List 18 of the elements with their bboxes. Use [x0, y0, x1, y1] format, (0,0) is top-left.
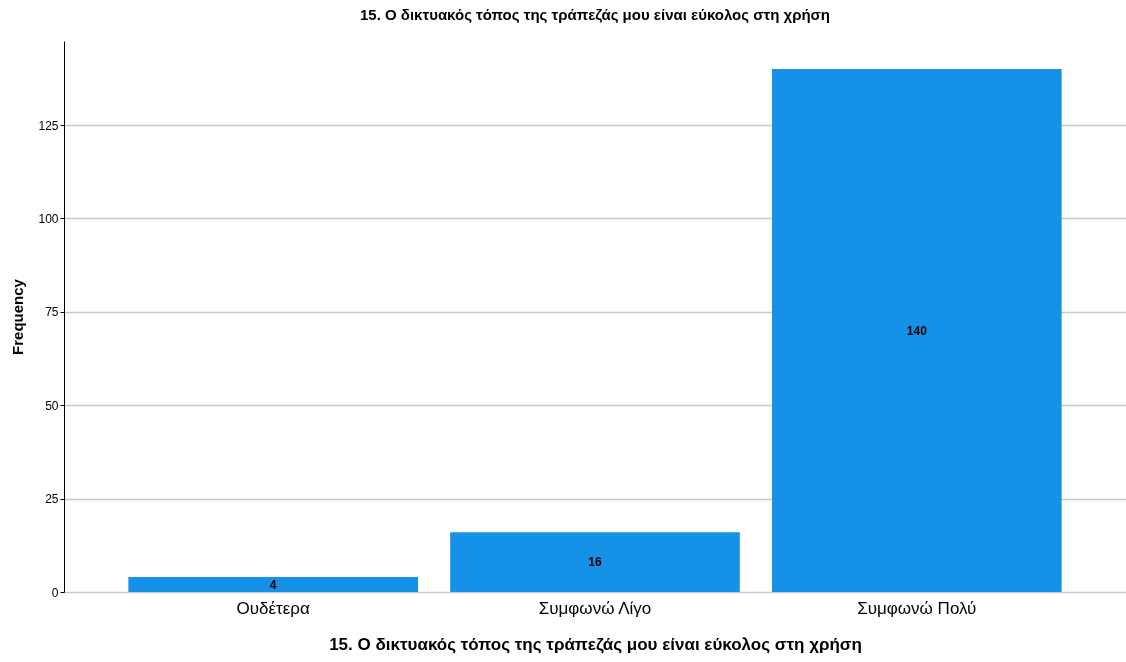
bar [128, 577, 418, 592]
bar [772, 69, 1062, 592]
x-tick-label: Συμφωνώ Λίγο [538, 598, 652, 618]
y-tick-label: 75 [45, 305, 59, 320]
x-axis-title: 15. Ο δικτυακός τόπος της τράπεζάς μου είναι εύκολος στη χρήση [329, 634, 862, 654]
data-label: 16 [588, 555, 602, 570]
y-tick-label: 0 [51, 585, 59, 600]
x-tick-label: Συμφωνώ Πολύ [857, 598, 977, 618]
bar [450, 532, 740, 592]
y-axis-title: Frequency [9, 278, 27, 355]
chart-title: 15. Ο δικτυακός τόπος της τράπεζάς μου είναι εύκολος στη χρήση [359, 6, 831, 23]
x-tick-label: Ουδέτερα [236, 598, 311, 618]
data-label: 4 [269, 577, 277, 592]
y-tick-label: 50 [45, 398, 59, 413]
data-label: 140 [906, 323, 928, 338]
y-tick-label: 125 [38, 118, 59, 133]
y-tick-label: 25 [45, 492, 59, 507]
y-tick-label: 100 [38, 211, 59, 226]
